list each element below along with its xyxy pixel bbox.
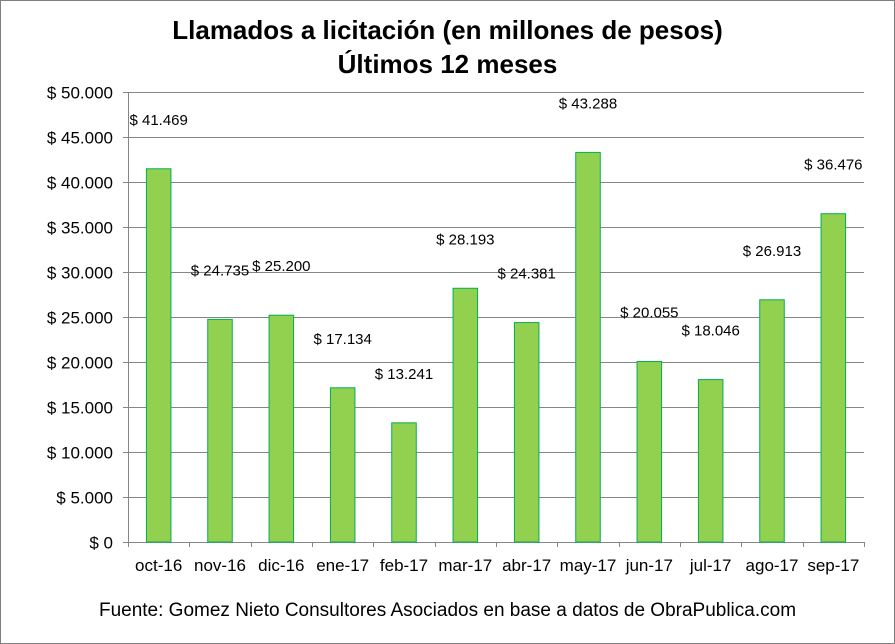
x-tick-label: abr-17: [502, 556, 551, 575]
x-tick-label: ene-17: [316, 556, 369, 575]
y-tick-label: $ 20.000: [47, 354, 113, 373]
data-label: $ 24.381: [497, 266, 555, 283]
x-tick-label: jun-17: [625, 556, 673, 575]
bar: [329, 387, 356, 543]
x-tick-label: jul-17: [689, 556, 732, 575]
chart-title: Llamados a licitación (en millones de pe…: [172, 15, 723, 45]
data-label: $ 24.735: [191, 262, 249, 279]
x-tick-label: nov-16: [194, 556, 246, 575]
bar: [452, 287, 479, 543]
x-tick-label: dic-16: [258, 556, 304, 575]
data-label: $ 20.055: [620, 305, 678, 322]
x-tick-label: may-17: [560, 556, 617, 575]
y-tick-label: $ 50.000: [47, 84, 113, 103]
data-label: $ 18.046: [681, 323, 739, 340]
y-tick-label: $ 0: [89, 534, 113, 553]
data-label: $ 25.200: [252, 258, 310, 275]
y-tick-label: $ 10.000: [47, 444, 113, 463]
y-tick-label: $ 45.000: [47, 129, 113, 148]
bar: [145, 168, 172, 543]
data-label: $ 43.288: [559, 95, 617, 112]
bar: [820, 213, 847, 543]
y-tick-label: $ 25.000: [47, 309, 113, 328]
bar: [268, 314, 295, 543]
bar: [697, 379, 724, 543]
data-label: $ 26.913: [743, 243, 801, 260]
bar: [636, 361, 663, 543]
data-label: $ 13.241: [375, 366, 433, 383]
bar: [513, 322, 540, 543]
chart-title-block: Llamados a licitación (en millones de pe…: [1, 13, 894, 81]
chart-subtitle: Últimos 12 meses: [337, 49, 558, 79]
x-tick-label: oct-16: [135, 556, 182, 575]
bar: [759, 299, 785, 543]
data-label: $ 41.469: [129, 112, 187, 129]
bar: [391, 422, 417, 543]
data-label: $ 17.134: [313, 331, 371, 348]
bar: [575, 151, 601, 543]
x-tick-label: ago-17: [746, 556, 799, 575]
data-label: $ 36.476: [804, 157, 862, 174]
y-tick-label: $ 35.000: [47, 219, 113, 238]
bar: [207, 318, 233, 543]
data-label: $ 28.193: [436, 231, 494, 248]
y-tick-label: $ 15.000: [47, 399, 113, 418]
y-tick-label: $ 30.000: [47, 264, 113, 283]
source-note: Fuente: Gomez Nieto Consultores Asociado…: [98, 600, 797, 621]
y-tick-label: $ 5.000: [56, 489, 113, 508]
x-tick-label: feb-17: [380, 556, 428, 575]
x-tick-label: sep-17: [807, 556, 859, 575]
y-tick-label: $ 40.000: [47, 174, 113, 193]
x-tick-label: mar-17: [438, 556, 492, 575]
